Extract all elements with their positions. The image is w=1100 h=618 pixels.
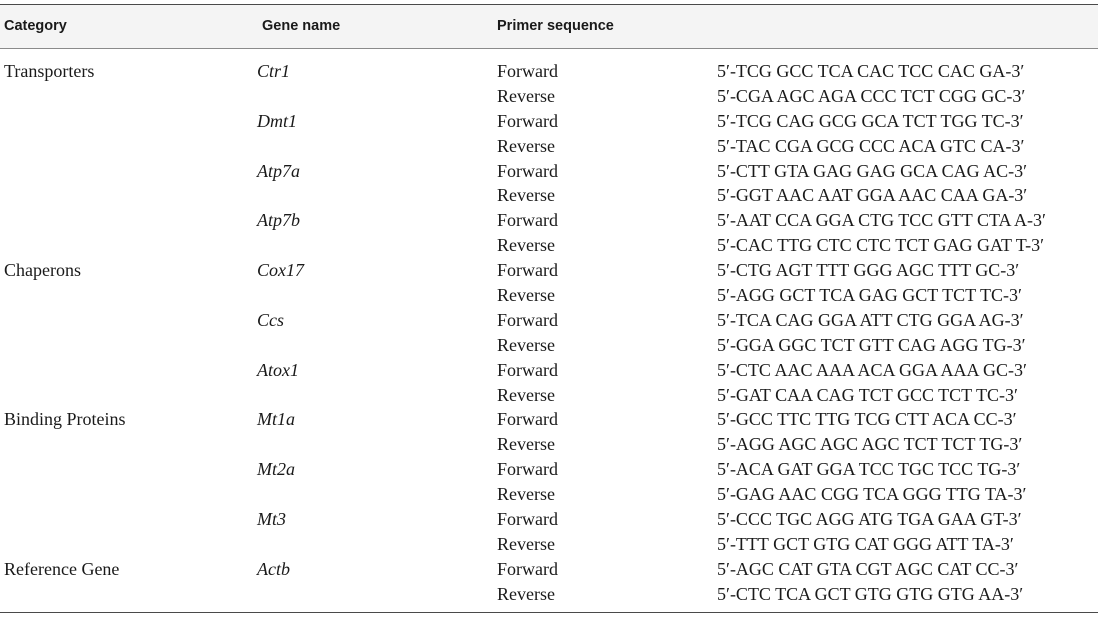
table-row: Atp7b Forward 5′-AAT CCA GGA CTG TCC GTT… [0,208,1098,233]
primer-direction-cell: Reverse [497,334,555,355]
table-row: Reference Gene Actb Forward 5′-AGC CAT G… [0,557,1098,582]
table-row: Transporters Ctr1 Forward 5′-TCG GCC TCA… [0,59,1098,84]
primer-direction-cell: Forward [497,558,558,579]
primer-direction-cell: Reverse [497,533,555,554]
primer-sequence-cell: 5′-GCC TTC TTG TCG CTT ACA CC-3′ [717,409,1017,430]
primer-sequence-cell: 5′-TCG GCC TCA CAC TCC CAC GA-3′ [717,61,1025,81]
primer-sequence-cell: 5′-GGT AAC AAT GGA AAC CAA GA-3′ [717,185,1028,206]
primer-direction-cell: Forward [497,61,558,81]
primer-sequence-cell: 5′-AGC CAT GTA CGT AGC CAT CC-3′ [717,558,1019,579]
primer-direction-cell: Reverse [497,384,555,405]
primer-direction-cell: Forward [497,160,558,181]
table-row: Ccs Forward 5′-TCA CAG GGA ATT CTG GGA A… [0,308,1098,333]
primer-sequence-cell: 5′-ACA GAT GGA TCC TGC TCC TG-3′ [717,459,1021,480]
primer-sequence-cell: 5′-CTG AGT TTT GGG AGC TTT GC-3′ [717,260,1020,281]
primer-direction-cell: Reverse [497,85,555,106]
primer-direction-cell: Reverse [497,135,555,156]
primer-direction-cell: Reverse [497,185,555,206]
table-header-row: Category Gene name Primer sequence [0,5,1098,48]
category-cell: Transporters [4,61,95,81]
primer-direction-cell: Forward [497,110,558,131]
table-row: Mt3 Forward 5′-CCC TGC AGG ATG TGA GAA G… [0,507,1098,532]
table-row: Reverse 5′-GAG AAC CGG TCA GGG TTG TA-3′ [0,482,1098,507]
gene-name-cell: Atp7b [257,210,300,231]
table-row: Reverse 5′-GGT AAC AAT GGA AAC CAA GA-3′ [0,183,1098,208]
gene-name-cell: Cox17 [257,260,304,281]
table-row: Reverse 5′-CGA AGC AGA CCC TCT CGG GC-3′ [0,84,1098,109]
primer-direction-cell: Forward [497,210,558,231]
table-row: Atp7a Forward 5′-CTT GTA GAG GAG GCA CAG… [0,159,1098,184]
gene-name-cell: Mt1a [257,409,295,430]
table-bottom-rule [0,612,1098,613]
primer-direction-cell: Reverse [497,583,555,604]
primer-sequence-cell: 5′-TTT GCT GTG CAT GGG ATT TA-3′ [717,533,1014,554]
primer-sequence-cell: 5′-AAT CCA GGA CTG TCC GTT CTA A-3′ [717,210,1046,231]
header-background [0,5,1098,48]
gene-name-cell: Dmt1 [257,110,297,131]
primer-sequence-cell: 5′-TCA CAG GGA ATT CTG GGA AG-3′ [717,309,1024,330]
primer-direction-cell: Reverse [497,235,555,256]
gene-name-cell: Atp7a [257,160,300,181]
gene-name-cell: Mt2a [257,459,295,480]
primer-direction-cell: Forward [497,309,558,330]
primer-direction-cell: Reverse [497,484,555,505]
table-row: Reverse 5′-CTC TCA GCT GTG GTG GTG AA-3′ [0,582,1098,607]
table-row: Reverse 5′-AGG GCT TCA GAG GCT TCT TC-3′ [0,283,1098,308]
primer-sequence-cell: 5′-CTC AAC AAA ACA GGA AAA GC-3′ [717,359,1027,380]
category-cell: Reference Gene [4,558,120,579]
table-row: Reverse 5′-TAC CGA GCG CCC ACA GTC CA-3′ [0,134,1098,159]
primer-direction-cell: Forward [497,509,558,530]
primer-sequence-cell: 5′-TCG CAG GCG GCA TCT TGG TC-3′ [717,110,1024,131]
table-row: Reverse 5′-GAT CAA CAG TCT GCC TCT TC-3′ [0,383,1098,408]
category-cell: Chaperons [4,260,81,281]
primer-direction-cell: Reverse [497,434,555,455]
primer-sequence-cell: 5′-TAC CGA GCG CCC ACA GTC CA-3′ [717,135,1025,156]
primer-direction-cell: Forward [497,359,558,380]
primer-direction-cell: Reverse [497,285,555,306]
primer-sequence-cell: 5′-CAC TTG CTC CTC TCT GAG GAT T-3′ [717,235,1045,256]
primer-direction-cell: Forward [497,409,558,430]
table-row: Reverse 5′-TTT GCT GTG CAT GGG ATT TA-3′ [0,532,1098,557]
gene-name-cell: Actb [257,558,290,579]
primer-direction-cell: Forward [497,459,558,480]
primer-direction-cell: Forward [497,260,558,281]
primer-sequence-cell: 5′-GGA GGC TCT GTT CAG AGG TG-3′ [717,334,1026,355]
gene-name-cell: Ccs [257,309,284,330]
table-row: Reverse 5′-CAC TTG CTC CTC TCT GAG GAT T… [0,233,1098,258]
table-row: Dmt1 Forward 5′-TCG CAG GCG GCA TCT TGG … [0,109,1098,134]
primer-sequence-cell: 5′-CTC TCA GCT GTG GTG GTG AA-3′ [717,583,1024,604]
primer-sequence-cell: 5′-GAG AAC CGG TCA GGG TTG TA-3′ [717,484,1027,505]
primer-sequence-cell: 5′-CCC TGC AGG ATG TGA GAA GT-3′ [717,509,1022,530]
table-row: Binding Proteins Mt1a Forward 5′-GCC TTC… [0,407,1098,432]
table-row: Reverse 5′-AGG AGC AGC AGC TCT TCT TG-3′ [0,432,1098,457]
header-rule [0,48,1098,49]
table-row: Chaperons Cox17 Forward 5′-CTG AGT TTT G… [0,258,1098,283]
primer-sequence-cell: 5′-CGA AGC AGA CCC TCT CGG GC-3′ [717,85,1026,106]
category-cell: Binding Proteins [4,409,126,430]
header-gene-name: Gene name [262,18,341,34]
table-row: Atox1 Forward 5′-CTC AAC AAA ACA GGA AAA… [0,358,1098,383]
gene-name-cell: Mt3 [257,509,286,530]
table-row: Mt2a Forward 5′-ACA GAT GGA TCC TGC TCC … [0,457,1098,482]
primer-sequence-cell: 5′-AGG GCT TCA GAG GCT TCT TC-3′ [717,285,1022,306]
table-top-rule [0,4,1098,5]
gene-name-cell: Atox1 [257,359,299,380]
primer-sequence-cell: 5′-AGG AGC AGC AGC TCT TCT TG-3′ [717,434,1023,455]
table-body: Transporters Ctr1 Forward 5′-TCG GCC TCA… [0,59,1098,607]
primer-sequence-cell: 5′-CTT GTA GAG GAG GCA CAG AC-3′ [717,160,1028,181]
gene-name-cell: Ctr1 [257,61,291,81]
header-primer-sequence: Primer sequence [497,18,614,34]
header-category: Category [4,18,67,34]
table-row: Reverse 5′-GGA GGC TCT GTT CAG AGG TG-3′ [0,333,1098,358]
primer-sequence-cell: 5′-GAT CAA CAG TCT GCC TCT TC-3′ [717,384,1018,405]
